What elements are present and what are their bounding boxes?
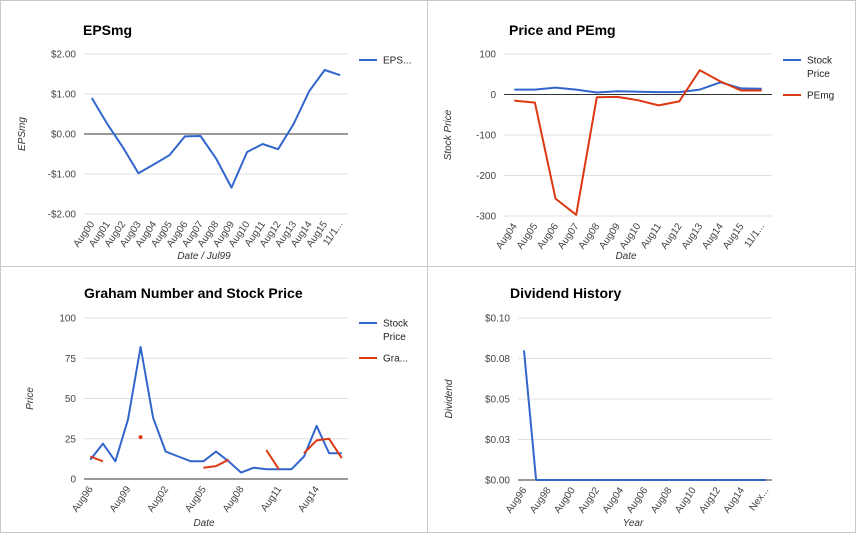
y-tick-label: -200 <box>476 171 496 182</box>
x-tick-label: Aug96 <box>504 485 530 515</box>
y-tick-label: -100 <box>476 131 496 142</box>
y-tick-label: $0.05 <box>485 395 510 406</box>
x-tick-label: Aug14 <box>722 485 748 515</box>
y-tick-label: 25 <box>65 434 77 445</box>
x-tick-label: Aug08 <box>649 485 675 515</box>
x-tick-label: Aug14 <box>296 484 322 514</box>
y-axis-label: Stock Price <box>443 109 454 160</box>
legend-label: Price <box>383 332 406 343</box>
chart-title: Graham Number and Stock Price <box>84 285 303 301</box>
y-tick-label: -300 <box>476 212 496 223</box>
y-tick-label: $2.00 <box>51 50 76 61</box>
y-tick-label: 50 <box>65 394 77 405</box>
x-tick-label: Aug12 <box>697 485 723 515</box>
chart-title: EPSmg <box>83 22 132 38</box>
y-tick-label: $0.03 <box>485 435 510 446</box>
y-tick-label: -$2.00 <box>48 210 77 221</box>
series-line <box>89 455 104 463</box>
legend-label: PEmg <box>807 91 834 102</box>
chart-panel-0: EPSmg$2.00$1.00$0.00-$1.00-$2.00Aug00Aug… <box>17 22 411 262</box>
chart-title: Dividend History <box>510 285 621 301</box>
y-tick-label: 100 <box>59 314 76 325</box>
x-tick-label: Aug96 <box>70 484 96 514</box>
series-point <box>138 435 143 440</box>
chart-panel-3: Dividend History $0.10 $0.08 $0.05 $0.03 $0.0… <box>444 285 772 529</box>
series-line <box>523 350 766 481</box>
x-tick-label: Aug05 <box>183 484 209 514</box>
x-tick-label: Aug11 <box>259 484 284 514</box>
x-tick-label: Aug10 <box>673 485 699 515</box>
x-axis-label: Date <box>615 251 637 262</box>
y-tick-label: -$1.00 <box>48 170 77 181</box>
x-tick-label: Aug06 <box>625 485 651 515</box>
x-tick-label: Aug15 <box>721 221 747 251</box>
y-tick-label: $0.00 <box>51 130 76 141</box>
x-tick-label: Aug10 <box>618 221 644 251</box>
chart-panel-2: Graham Number and Stock Price1007550250A… <box>25 285 409 529</box>
x-tick-label: Aug99 <box>108 484 134 514</box>
y-tick-label: $0.00 <box>485 476 510 487</box>
series-line <box>303 437 343 459</box>
legend-label: Stock <box>383 319 409 330</box>
legend-label: Stock <box>807 56 833 67</box>
legend-label: Price <box>807 69 830 80</box>
x-tick-label: Aug02 <box>576 485 602 515</box>
series-line <box>514 69 762 216</box>
x-tick-label: Nex... <box>747 485 771 513</box>
x-axis-label: Date <box>193 518 215 529</box>
y-tick-label: 100 <box>479 50 496 61</box>
y-tick-label: 0 <box>70 475 76 486</box>
chart-panel-1: Price and PEmg1000-100-200-300Aug04Aug05… <box>443 22 834 262</box>
x-tick-label: Aug98 <box>528 485 554 515</box>
x-axis-label: Year <box>623 518 644 529</box>
chart-title: Price and PEmg <box>509 22 616 38</box>
legend-label: Gra... <box>383 354 408 365</box>
series-line <box>89 346 342 474</box>
y-tick-label: 75 <box>65 354 77 365</box>
x-tick-label: Aug00 <box>552 485 578 515</box>
series-line <box>203 458 230 469</box>
x-tick-label: Aug04 <box>601 485 627 515</box>
y-tick-label: $0.08 <box>485 354 510 365</box>
y-tick-label: $0.10 <box>485 314 510 325</box>
y-tick-label: 0 <box>490 90 496 101</box>
x-tick-label: 11/1... <box>743 221 768 249</box>
x-tick-label: Aug02 <box>146 484 172 514</box>
series-line <box>90 69 341 189</box>
y-axis-label: Dividend <box>444 379 455 418</box>
y-axis-label: Price <box>25 387 36 410</box>
x-tick-label: Aug08 <box>221 484 247 514</box>
legend-label: EPS... <box>383 56 411 67</box>
y-axis-label: EPSmg <box>17 117 28 151</box>
x-axis-label: Date / Jul99 <box>177 251 231 262</box>
series-line <box>265 449 280 470</box>
y-tick-label: $1.00 <box>51 90 76 101</box>
